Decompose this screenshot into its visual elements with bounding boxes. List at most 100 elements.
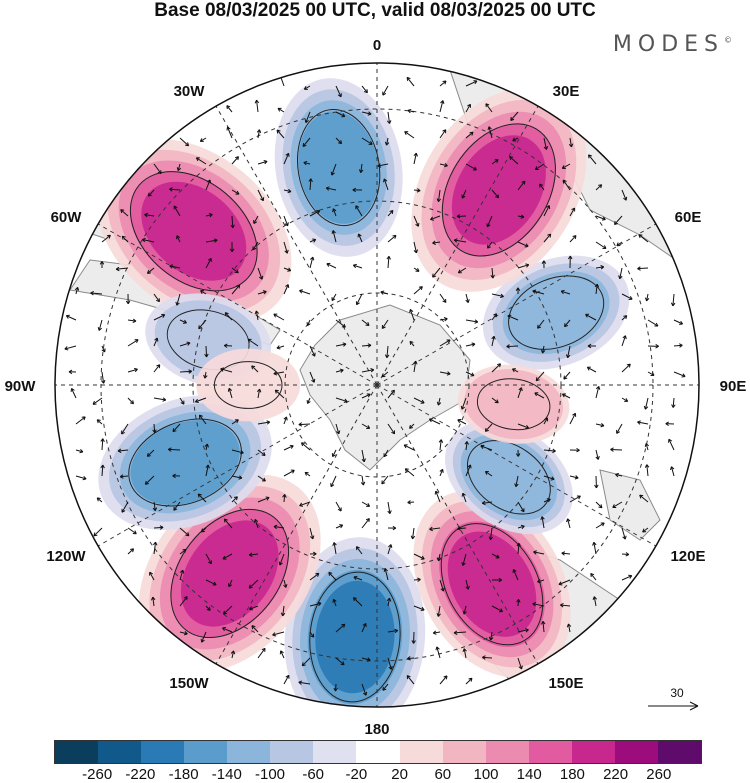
wind-vector-head: [227, 387, 233, 392]
wind-vector: [144, 214, 155, 217]
wind-vector: [231, 284, 241, 295]
wind-vector-head: [355, 301, 360, 306]
wind-vector: [433, 631, 441, 634]
wind-vector-head: [561, 551, 566, 556]
wind-vector: [621, 575, 632, 581]
wind-vector-head: [592, 596, 597, 601]
wind-vector: [220, 368, 233, 373]
wind-vector-head: [515, 287, 521, 292]
wind-vector-head: [363, 89, 368, 94]
wind-vector-head: [353, 575, 358, 581]
wind-vector: [595, 423, 605, 427]
wind-vector: [172, 423, 181, 433]
meridian-line: [376, 223, 657, 386]
wind-vector-head: [309, 256, 315, 261]
wind-vector: [331, 293, 337, 301]
wind-vector-head: [309, 535, 315, 540]
wind-vector-head: [404, 468, 409, 473]
wind-vector: [491, 397, 499, 404]
wind-vector-head: [355, 205, 360, 210]
wind-vector: [569, 235, 577, 243]
wind-vector: [439, 318, 448, 321]
wind-vector: [331, 163, 337, 176]
wind-vector-head: [183, 631, 188, 636]
lon-label-120e: 120E: [670, 548, 705, 565]
wind-vector: [257, 267, 263, 280]
wind-vector-head: [446, 371, 451, 376]
wind-vector-head: [390, 389, 395, 394]
wind-vector: [562, 393, 571, 399]
wind-vector-head: [204, 443, 209, 448]
wind-vector-head: [331, 297, 336, 302]
wind-vector: [542, 345, 545, 354]
wind-vector: [121, 423, 129, 435]
wind-vector-head: [436, 557, 442, 562]
longitude-labels: 0 180 90W 90E 30W 30E 60W 60E 120W 120E …: [5, 37, 747, 738]
wind-vector: [309, 631, 315, 638]
colorbar-swatch: [571, 741, 615, 763]
wind-vector: [333, 542, 337, 555]
wind-vector: [127, 397, 134, 405]
wind-vector: [542, 621, 545, 633]
wind-vector: [646, 293, 649, 302]
wind-vector: [280, 650, 285, 659]
wind-vector-head: [195, 157, 200, 162]
wind-vector-head: [487, 126, 492, 131]
wind-vector-head: [230, 650, 236, 655]
wind-vector-head: [407, 500, 412, 505]
wind-vector-head: [341, 113, 346, 118]
wind-vector-head: [520, 524, 525, 530]
wind-vector-head: [404, 131, 409, 135]
wind-vector-head: [572, 235, 577, 240]
wind-vector: [274, 389, 285, 399]
wind-vector: [543, 205, 550, 217]
wind-vector-head: [360, 481, 366, 486]
wind-vector-head: [624, 398, 629, 402]
wind-vector-head: [679, 343, 683, 348]
colorbar-tick-label: 140: [516, 766, 542, 783]
wind-vector-head: [248, 584, 253, 589]
wind-vector: [179, 370, 192, 373]
wind-vector: [333, 599, 337, 607]
wind-vector-head: [185, 142, 190, 147]
wind-vector-head: [474, 319, 479, 324]
wind-vector-head: [487, 244, 491, 249]
wind-vector-head: [537, 324, 542, 329]
wind-vector: [169, 265, 181, 269]
wind-vector-head: [491, 335, 496, 340]
wind-vector-head: [332, 208, 337, 213]
wind-vector-head: [261, 452, 266, 456]
wind-vector-head: [507, 314, 512, 319]
wind-vector: [283, 579, 287, 588]
wind-vector: [564, 319, 571, 328]
colorbar-swatch: [356, 741, 400, 763]
wind-vector-head: [432, 273, 437, 278]
wind-vector-head: [251, 625, 256, 630]
wind-vector: [509, 156, 519, 165]
wind-vector: [199, 414, 207, 425]
wind-vector: [619, 267, 623, 279]
negative-anomaly: [298, 111, 379, 224]
wind-vector: [432, 267, 441, 278]
wind-vector-head: [386, 597, 392, 602]
wind-vector-head: [315, 572, 320, 577]
wind-vector: [361, 683, 367, 696]
wind-vector-head: [493, 313, 498, 318]
wind-vector-head: [277, 107, 282, 112]
wind-vector: [491, 605, 503, 612]
wind-vector: [647, 371, 655, 376]
wind-vector: [621, 363, 631, 373]
wind-vector-head: [92, 400, 97, 405]
wind-vector: [173, 205, 181, 217]
wind-vector: [353, 264, 363, 269]
wind-vector-head: [428, 418, 433, 423]
wind-vector-head: [362, 622, 367, 627]
wind-vector: [227, 126, 233, 139]
wind-vector-head: [254, 99, 260, 104]
wind-vector: [413, 267, 420, 272]
wind-vector-head: [576, 447, 580, 453]
wind-vector-head: [444, 162, 448, 168]
wind-vector: [439, 80, 447, 87]
wind-vector-head: [639, 494, 644, 499]
wind-vector: [595, 522, 605, 529]
